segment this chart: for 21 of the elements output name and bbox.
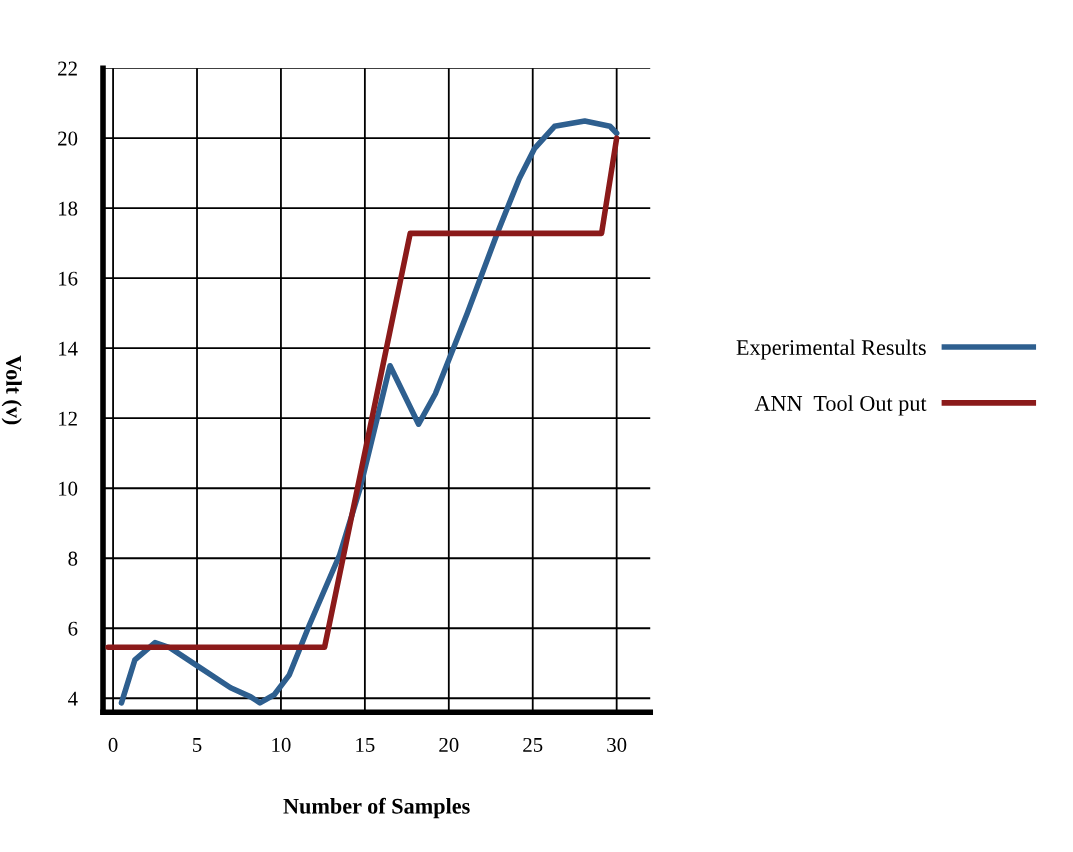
legend-label: Experimental Results bbox=[736, 339, 926, 360]
x-tick-label: 0 bbox=[108, 737, 118, 752]
y-tick-label: 18 bbox=[59, 201, 78, 216]
x-axis-title: Number of Samples bbox=[283, 797, 470, 819]
y-tick-label: 14 bbox=[59, 341, 78, 356]
y-axis-title: Volt (v) bbox=[1, 355, 22, 425]
x-tick-label: 25 bbox=[523, 737, 543, 752]
legend-label: ANN Tool Out put bbox=[754, 395, 927, 416]
x-tick-label: 30 bbox=[607, 737, 627, 752]
x-tick-label: 15 bbox=[356, 737, 375, 752]
y-tick-label: 4 bbox=[68, 691, 78, 706]
y-tick-label: 12 bbox=[59, 411, 77, 426]
x-tick-label: 5 bbox=[193, 738, 202, 752]
x-tick-label: 20 bbox=[439, 737, 459, 752]
y-tick-label: 20 bbox=[58, 131, 78, 146]
y-tick-label: 10 bbox=[59, 481, 78, 496]
y-tick-label: 6 bbox=[68, 621, 78, 636]
y-tick-label: 22 bbox=[58, 61, 77, 76]
y-tick-label: 16 bbox=[59, 271, 78, 286]
y-tick-label: 8 bbox=[68, 551, 78, 566]
x-tick-label: 10 bbox=[272, 737, 291, 752]
